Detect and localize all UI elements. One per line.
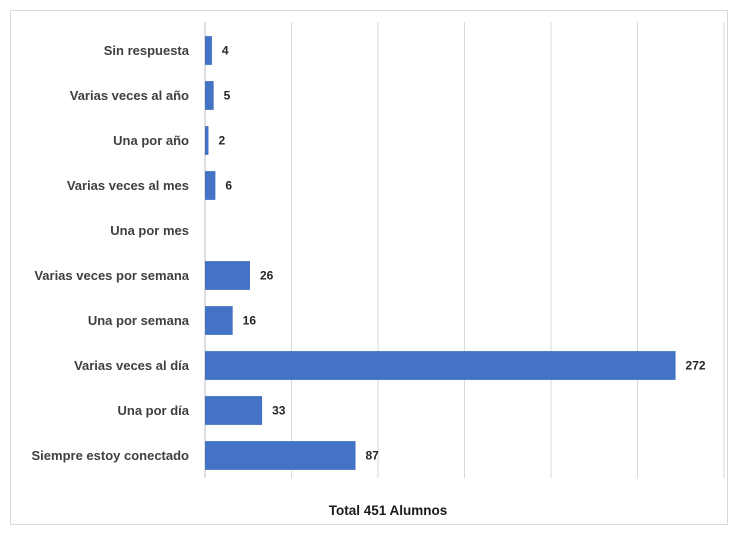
- value-label: 33: [272, 404, 286, 418]
- chart-frame: [10, 10, 728, 525]
- category-label: Sin respuesta: [104, 43, 190, 58]
- bars: [205, 36, 676, 470]
- category-label: Una por día: [117, 403, 189, 418]
- category-label: Varias veces al año: [70, 88, 189, 103]
- x-axis-title: Total 451 Alumnos: [329, 503, 448, 518]
- value-label: 4: [222, 44, 229, 58]
- bar: [205, 396, 263, 425]
- category-label: Varias veces por semana: [34, 268, 189, 283]
- value-label: 272: [686, 359, 706, 373]
- category-label: Varias veces al día: [74, 358, 190, 373]
- category-label: Una por mes: [110, 223, 189, 238]
- bar: [205, 306, 233, 335]
- value-label: 5: [224, 89, 231, 103]
- bar: [205, 351, 676, 380]
- value-label: 87: [366, 449, 380, 463]
- value-label: 2: [218, 134, 225, 148]
- bar: [205, 126, 209, 155]
- category-labels: Sin respuesta Varias veces al año Una por …: [32, 43, 190, 463]
- bar: [205, 81, 214, 110]
- value-label: 16: [243, 314, 257, 328]
- value-label: 6: [225, 179, 232, 193]
- category-label: Una por semana: [88, 313, 190, 328]
- value-label: 26: [260, 269, 274, 283]
- bar: [205, 261, 250, 290]
- bar: [205, 171, 216, 200]
- category-label: Una por año: [113, 133, 189, 148]
- category-label: Siempre estoy conectado: [32, 448, 190, 463]
- category-label: Varias veces al mes: [67, 178, 189, 193]
- bar: [205, 36, 212, 65]
- bar: [205, 441, 356, 470]
